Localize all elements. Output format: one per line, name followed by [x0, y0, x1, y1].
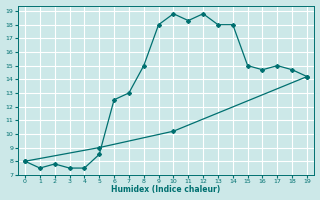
X-axis label: Humidex (Indice chaleur): Humidex (Indice chaleur) [111, 185, 221, 194]
